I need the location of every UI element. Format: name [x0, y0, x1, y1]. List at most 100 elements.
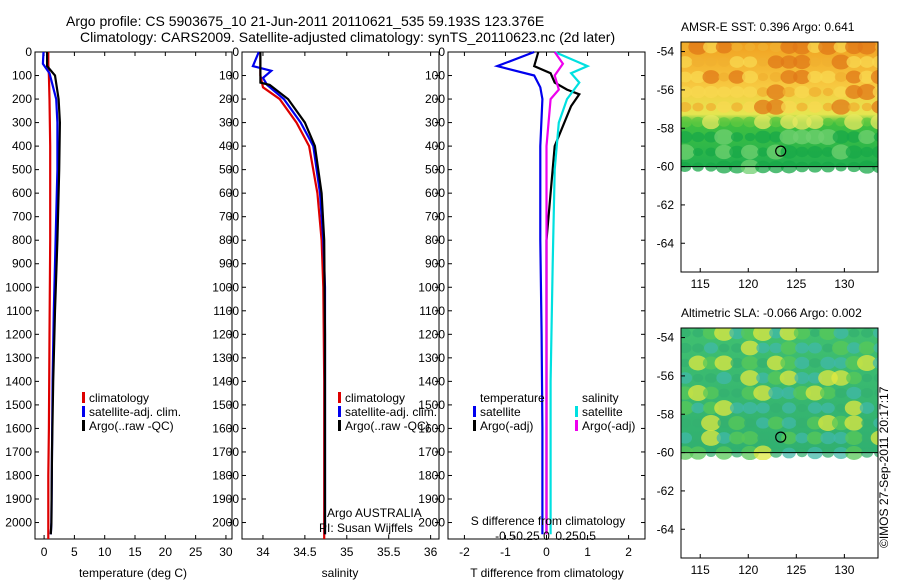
map-cell [688, 385, 708, 401]
map-cell [844, 415, 864, 431]
y-tick-label: 1400 [212, 374, 239, 388]
map-cell [858, 341, 876, 355]
map-cell [754, 114, 772, 130]
map-cell [714, 400, 734, 416]
x-tick-label: 125 [786, 277, 806, 291]
x-axis-label: T difference from climatology [470, 566, 624, 580]
x-tick-label: 120 [738, 277, 758, 291]
map-cell [845, 145, 863, 159]
map-cell [691, 402, 705, 414]
y-tick-label: 1800 [5, 468, 32, 482]
map-cell [744, 42, 756, 52]
map-cell [681, 86, 693, 98]
map-cell [822, 87, 834, 97]
map-cell [795, 146, 809, 158]
map-cell [756, 357, 770, 369]
legend-swatch [82, 420, 85, 431]
map-title: AMSR-E SST: 0.396 Argo: 0.641 [681, 20, 855, 34]
map-cell [766, 355, 786, 371]
map-cell [681, 328, 691, 338]
map-cell [870, 114, 878, 130]
map-cell [756, 372, 770, 384]
map-cell [742, 86, 758, 98]
map-cell [692, 147, 704, 157]
x-tick-label-salinity: 0.25 [555, 529, 579, 543]
series-line-argo-raw-qc- [259, 52, 327, 535]
x-tick-label: 34.5 [293, 545, 317, 559]
y-tick-label: 1100 [419, 304, 445, 318]
y-tick-label: 500 [425, 163, 445, 177]
x-tick-label: 34 [256, 545, 270, 559]
y-tick-label: 600 [12, 186, 32, 200]
map-cell [715, 144, 733, 160]
x-tick-label-salinity: -0.5 [495, 529, 516, 543]
map-cell [860, 146, 874, 158]
map-cell [766, 84, 786, 100]
map-cell [769, 116, 783, 128]
y-tick-label: 1600 [5, 421, 32, 435]
y-tick-label: 500 [219, 163, 239, 177]
map-cell [730, 116, 744, 128]
y-tick-label: 1700 [212, 445, 239, 459]
map-cell [691, 131, 705, 143]
map-cell [769, 71, 783, 83]
map-cell [704, 131, 718, 143]
map-cell [743, 418, 757, 428]
legend-swatch [575, 420, 578, 431]
y-tick-label: 700 [219, 210, 239, 224]
map-cell [756, 402, 770, 414]
map-cell [870, 69, 878, 85]
map-cell [861, 433, 873, 443]
map-cell [705, 102, 717, 112]
map-cell [728, 70, 746, 84]
y-tick-label: 400 [12, 139, 32, 153]
map-cell [818, 129, 838, 145]
y-tick-label: -54 [657, 331, 675, 345]
y-tick-label: 300 [219, 116, 239, 130]
y-tick-label: 1700 [418, 445, 445, 459]
map-cell [821, 402, 835, 414]
y-tick-label: 200 [425, 92, 445, 106]
map-cell [780, 341, 798, 355]
salinity-panel: 0 100 200 300 400 500 600 700 800 900 1000 1100 1200… [212, 45, 440, 580]
map-cell [780, 70, 798, 84]
map-cell [716, 371, 732, 385]
map-cell [718, 117, 730, 127]
x-tick-label: 115 [691, 277, 710, 291]
y-tick-label: 1400 [418, 374, 445, 388]
map-cell [857, 84, 877, 100]
map-cell [781, 100, 797, 114]
legend-label: Argo(..raw -QC) [89, 419, 174, 433]
x-tick-label: 10 [98, 545, 112, 559]
y-tick-label: 800 [219, 233, 239, 247]
map-cell [781, 417, 797, 429]
map-cell [860, 388, 874, 398]
y-tick-label: 1900 [212, 492, 239, 506]
map-cell [779, 129, 799, 145]
map-cell [874, 388, 878, 398]
legend-label: climatology [345, 391, 405, 405]
map-cell [756, 342, 770, 354]
map-cell [728, 416, 746, 430]
series-line-salinity-satellite [549, 50, 591, 535]
map-cell [692, 328, 704, 338]
y-tick-label: -56 [657, 83, 675, 97]
map-cell [703, 42, 719, 54]
map-cell [731, 102, 743, 112]
map-cell [703, 386, 719, 400]
y-tick-label: 1100 [6, 304, 32, 318]
y-tick-label: 1500 [418, 398, 445, 412]
legend-label: satellite [582, 405, 623, 419]
map-cell [702, 114, 720, 130]
map-cell [741, 356, 759, 370]
plot-area [34, 51, 233, 540]
map-cell [831, 370, 851, 386]
map-cell [690, 85, 706, 99]
y-tick-label: 600 [219, 186, 239, 200]
map-cell [779, 370, 799, 386]
y-tick-label: 1000 [212, 280, 239, 294]
map-cell [833, 42, 849, 53]
map-cell [714, 328, 734, 341]
map-cell [740, 340, 760, 356]
legend-label: satellite [480, 405, 521, 419]
